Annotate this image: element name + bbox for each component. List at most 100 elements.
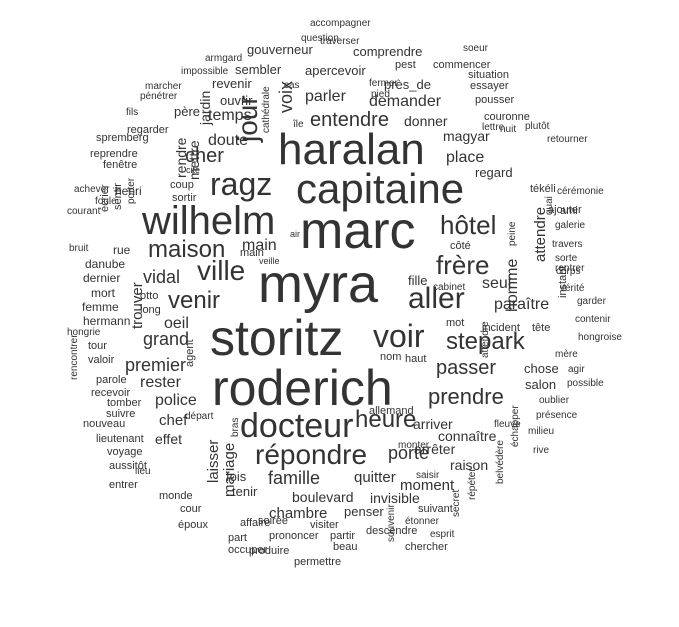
cloud-word: fleuve xyxy=(494,419,521,430)
cloud-word: hermann xyxy=(83,314,131,328)
cloud-word: achever xyxy=(74,184,110,195)
cloud-word: garder xyxy=(577,296,606,307)
cloud-word: tête xyxy=(532,322,551,334)
cloud-word: agir xyxy=(568,364,585,375)
cloud-word: pest xyxy=(395,59,416,71)
cloud-word: gouverneur xyxy=(247,42,313,57)
cloud-word: agent xyxy=(184,339,196,367)
cloud-word: stepark xyxy=(446,328,525,355)
cloud-word: parole xyxy=(96,374,127,386)
cloud-word: ajouter xyxy=(548,204,582,216)
cloud-word: couronne xyxy=(484,111,530,123)
cloud-word: esprit xyxy=(430,529,455,540)
cloud-word: écrier xyxy=(99,184,111,212)
cloud-word: arriver xyxy=(413,416,453,432)
cloud-word: dernier xyxy=(83,271,121,285)
cloud-word: hongroise xyxy=(578,332,622,343)
cloud-word: essayer xyxy=(470,80,509,92)
cloud-word: apercevoir xyxy=(305,63,366,78)
cloud-word: oeil xyxy=(164,315,189,332)
cloud-word: sembler xyxy=(235,62,282,77)
cloud-word: secret xyxy=(451,489,462,517)
cloud-word: visiter xyxy=(310,519,339,531)
cloud-word: attendre xyxy=(480,321,491,358)
cloud-word: prendre xyxy=(428,384,504,409)
cloud-word: capitaine xyxy=(296,165,465,212)
cloud-word: soeur xyxy=(463,43,489,54)
cloud-word: lieutenant xyxy=(96,433,144,445)
cloud-word: pénétrer xyxy=(140,91,178,102)
cloud-word: lieu xyxy=(135,466,151,477)
cloud-word: fille xyxy=(408,273,428,288)
cloud-word: suivant xyxy=(418,503,453,515)
cloud-word: quai xyxy=(544,196,555,215)
cloud-word: invisible xyxy=(370,490,420,506)
cloud-word: entendre xyxy=(310,109,389,131)
cloud-word: pied xyxy=(371,89,390,100)
cloud-word: rive xyxy=(533,445,550,456)
cloud-word: magyar xyxy=(443,128,490,144)
cloud-word: cher xyxy=(185,145,224,167)
cloud-word: laisser xyxy=(205,439,222,483)
cloud-word: sentir xyxy=(112,183,124,210)
cloud-word: otto xyxy=(140,290,159,302)
cloud-word: maison xyxy=(148,236,226,263)
cloud-word: wilhelm xyxy=(142,199,276,243)
cloud-word: rentrer xyxy=(555,263,585,274)
cloud-word: cérémonie xyxy=(557,186,604,197)
cloud-word: danube xyxy=(85,257,126,271)
cloud-word: peine xyxy=(507,221,518,246)
cloud-word: haralan xyxy=(278,125,425,174)
cloud-word: situation xyxy=(468,69,509,81)
cloud-word: traverser xyxy=(320,36,360,47)
cloud-word: ville xyxy=(197,255,246,286)
cloud-word: marc xyxy=(300,202,416,260)
cloud-word: reprendre xyxy=(90,148,138,160)
cloud-word: étonner xyxy=(405,516,439,527)
cloud-word: fermer xyxy=(369,78,398,89)
cloud-word: incident xyxy=(482,322,520,334)
cloud-word: chercher xyxy=(405,541,448,553)
cloud-word: impossible xyxy=(181,66,229,77)
cloud-word: possible xyxy=(567,378,604,389)
cloud-word: île xyxy=(293,119,304,130)
cloud-word: hongrie xyxy=(67,327,101,338)
cloud-word: occuper xyxy=(228,544,268,556)
cloud-word: main xyxy=(240,247,264,259)
cloud-word: docteur xyxy=(240,407,354,445)
cloud-word: comprendre xyxy=(353,44,423,59)
cloud-word: accompagner xyxy=(310,18,371,29)
cloud-word: regard xyxy=(475,165,513,180)
cloud-word: mot xyxy=(446,317,465,329)
cloud-word: descendre xyxy=(366,525,418,537)
cloud-word: paraître xyxy=(494,296,550,313)
cloud-word: armgard xyxy=(205,53,243,64)
cloud-word: rue xyxy=(113,243,131,257)
cloud-word: long xyxy=(140,304,161,316)
cloud-word: cas xyxy=(284,80,300,91)
cloud-word: courant xyxy=(67,206,101,217)
cloud-word: jardin xyxy=(197,90,213,125)
cloud-word: commencer xyxy=(433,59,491,71)
cloud-word: belvédère xyxy=(495,440,506,484)
cloud-word: ragz xyxy=(210,166,273,202)
cloud-word: famille xyxy=(268,468,321,488)
cloud-word: présence xyxy=(536,410,578,421)
cloud-word: spremberg xyxy=(96,132,149,144)
cloud-word: époux xyxy=(178,519,208,531)
cloud-word: allemand xyxy=(369,405,414,417)
cloud-word: cour xyxy=(180,503,202,515)
cloud-word: oublier xyxy=(539,395,570,406)
cloud-word: raison xyxy=(450,457,489,473)
cloud-word: lettre xyxy=(482,122,505,133)
cloud-word: sortir xyxy=(172,192,197,204)
cloud-word: frère xyxy=(436,250,490,280)
cloud-word: rencontrer xyxy=(69,334,80,380)
cloud-word: hôtel xyxy=(440,210,497,240)
cloud-word: chef xyxy=(159,412,188,429)
cloud-word: tenir xyxy=(232,484,258,499)
cloud-word: retourner xyxy=(547,134,588,145)
cloud-word: storitz xyxy=(210,310,344,366)
cloud-word: vidal xyxy=(143,267,181,287)
cloud-word: sorte xyxy=(555,253,578,264)
